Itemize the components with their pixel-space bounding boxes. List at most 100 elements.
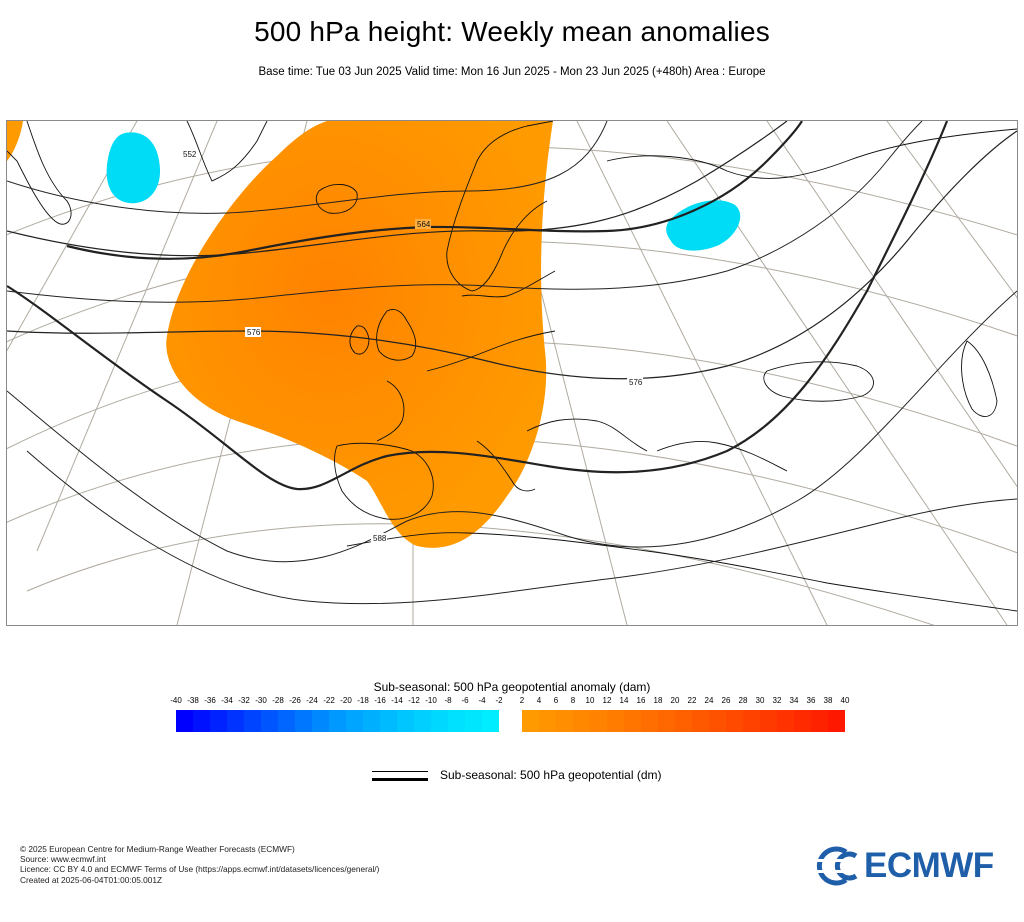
colorbar-tick-label: -32: [238, 696, 250, 705]
colorbar-negative-swatch: [465, 710, 482, 732]
colorbar-positive-swatch: [828, 710, 845, 732]
coastlines: [7, 121, 1017, 612]
colorbar-tick-label: -26: [289, 696, 301, 705]
colorbar-tick-label: 10: [585, 696, 595, 705]
colorbar-positive-swatch: [692, 710, 709, 732]
colorbar-negative-swatch: [295, 710, 312, 732]
colorbar-tick-label: 2: [519, 696, 525, 705]
colorbar-positive-swatch: [709, 710, 726, 732]
ecmwf-logo: ECMWF: [812, 846, 1008, 886]
negative-anomaly-russia: [666, 200, 741, 251]
colorbar-tick-label: 28: [738, 696, 748, 705]
colorbar-tick-label: 12: [602, 696, 612, 705]
colorbar-tick-label: 14: [619, 696, 629, 705]
colorbar-negative-swatch: [244, 710, 261, 732]
colorbar-tick-label: 32: [772, 696, 782, 705]
colorbar-negative-swatch: [482, 710, 499, 732]
colorbar-positive-swatch: [641, 710, 658, 732]
colorbar-tick-label: 34: [789, 696, 799, 705]
colorbar-positive-swatch: [743, 710, 760, 732]
colorbar-negative-swatch: [329, 710, 346, 732]
colorbar-negative-swatch: [397, 710, 414, 732]
colorbar-tick-label: 8: [570, 696, 576, 705]
contour-label-576-east: 576: [629, 378, 643, 387]
colorbar-negative-swatch: [380, 710, 397, 732]
colorbar-tick-label: 18: [653, 696, 663, 705]
europe-map: 552 564 576 576 588: [7, 121, 1017, 625]
chart-title: 500 hPa height: Weekly mean anomalies: [254, 16, 770, 47]
colorbar-tick-label: -8: [444, 696, 452, 705]
colorbar-positive-swatch: [760, 710, 777, 732]
colorbar-tick-label: -14: [391, 696, 403, 705]
colorbar-tick-label: -20: [340, 696, 352, 705]
colorbar-tick-label: -40: [170, 696, 182, 705]
colorbar-positive-swatch: [556, 710, 573, 732]
colorbar-positive-swatch: [811, 710, 828, 732]
colorbar-tick-label: -30: [255, 696, 267, 705]
colorbar-positive: [522, 710, 845, 732]
colorbar-tick-label: -6: [461, 696, 469, 705]
colorbar-negative-swatch: [210, 710, 227, 732]
ecmwf-logo-text: ECMWF: [864, 846, 994, 885]
colorbar-positive-swatch: [590, 710, 607, 732]
colorbar-tick-label: -10: [425, 696, 437, 705]
colorbar-negative-swatch: [193, 710, 210, 732]
colorbar-tick-label: -2: [495, 696, 503, 705]
colorbar-tick-label: 6: [553, 696, 559, 705]
colorbar-tick-label: 36: [806, 696, 816, 705]
colorbar-negative-swatch: [312, 710, 329, 732]
footer-licence: Licence: CC BY 4.0 and ECMWF Terms of Us…: [20, 864, 380, 875]
positive-anomaly-corner: [7, 121, 23, 161]
anomaly-colorbar: -40 -38 -36 -34 -32 -30 -28 -26 -24 -22 -20 -18 -16-…: [170, 696, 856, 736]
contour-label-588: 588: [373, 534, 387, 543]
contour-labels: 552 564 576 576 588: [181, 149, 643, 543]
colorbar-tick-label: 26: [721, 696, 731, 705]
colorbar-tick-label: 30: [755, 696, 765, 705]
colorbar-tick-label: -12: [408, 696, 420, 705]
colorbar-positive-swatch: [522, 710, 539, 732]
map-panel: 552 564 576 576 588: [6, 120, 1018, 626]
colorbar-tick-label: 40: [840, 696, 850, 705]
colorbar-tick-label: -4: [478, 696, 486, 705]
colorbar-tick-label: -16: [374, 696, 386, 705]
colorbar-tick-label: -38: [187, 696, 199, 705]
contour-label-564: 564: [417, 220, 431, 229]
positive-anomaly-region: [166, 121, 553, 548]
colorbar-tick-label: 22: [687, 696, 697, 705]
chart-subtitle: Base time: Tue 03 Jun 2025 Valid time: M…: [258, 66, 766, 78]
colorbar-positive-swatch: [539, 710, 556, 732]
colorbar-negative-swatch: [414, 710, 431, 732]
colorbar-tick-label: 20: [670, 696, 680, 705]
colorbar-tick-label: -24: [306, 696, 318, 705]
footer-credits: © 2025 European Centre for Medium-Range …: [20, 844, 379, 885]
colorbar-negative-swatch: [363, 710, 380, 732]
colorbar-negative-swatch: [278, 710, 295, 732]
colorbar-positive-swatch: [675, 710, 692, 732]
geopotential-contours: [7, 121, 1017, 605]
colorbar-tick-label: 4: [536, 696, 542, 705]
colorbar-negative-swatch: [261, 710, 278, 732]
colorbar-tick-label: -18: [357, 696, 369, 705]
negative-anomaly-greenland: [106, 132, 161, 204]
colorbar-positive-swatch: [658, 710, 675, 732]
colorbar-positive-swatch: [726, 710, 743, 732]
colorbar-negative: [176, 710, 499, 732]
colorbar-positive-swatch: [777, 710, 794, 732]
colorbar-positive-swatch: [607, 710, 624, 732]
colorbar-positive-swatch: [624, 710, 641, 732]
colorbar-negative-swatch: [431, 710, 448, 732]
anomaly-legend-title: Sub-seasonal: 500 hPa geopotential anoma…: [373, 680, 651, 694]
footer-created: Created at 2025-06-04T01:00:05.001Z: [20, 874, 163, 885]
line-legend-sample: [372, 771, 428, 781]
colorbar-tick-label: 24: [704, 696, 714, 705]
contour-label-552: 552: [183, 150, 197, 159]
colorbar-positive-swatch: [794, 710, 811, 732]
colorbar-negative-swatch: [346, 710, 363, 732]
colorbar-positive-swatch: [573, 710, 590, 732]
colorbar-tick-label: -28: [272, 696, 284, 705]
colorbar-tick-label: -22: [323, 696, 335, 705]
footer-source: Source: www.ecmwf.int: [20, 854, 106, 865]
line-legend-label: Sub-seasonal: 500 hPa geopotential (dm): [440, 768, 662, 782]
footer-copyright: © 2025 European Centre for Medium-Range …: [20, 844, 295, 854]
colorbar-tick-label: 16: [636, 696, 646, 705]
